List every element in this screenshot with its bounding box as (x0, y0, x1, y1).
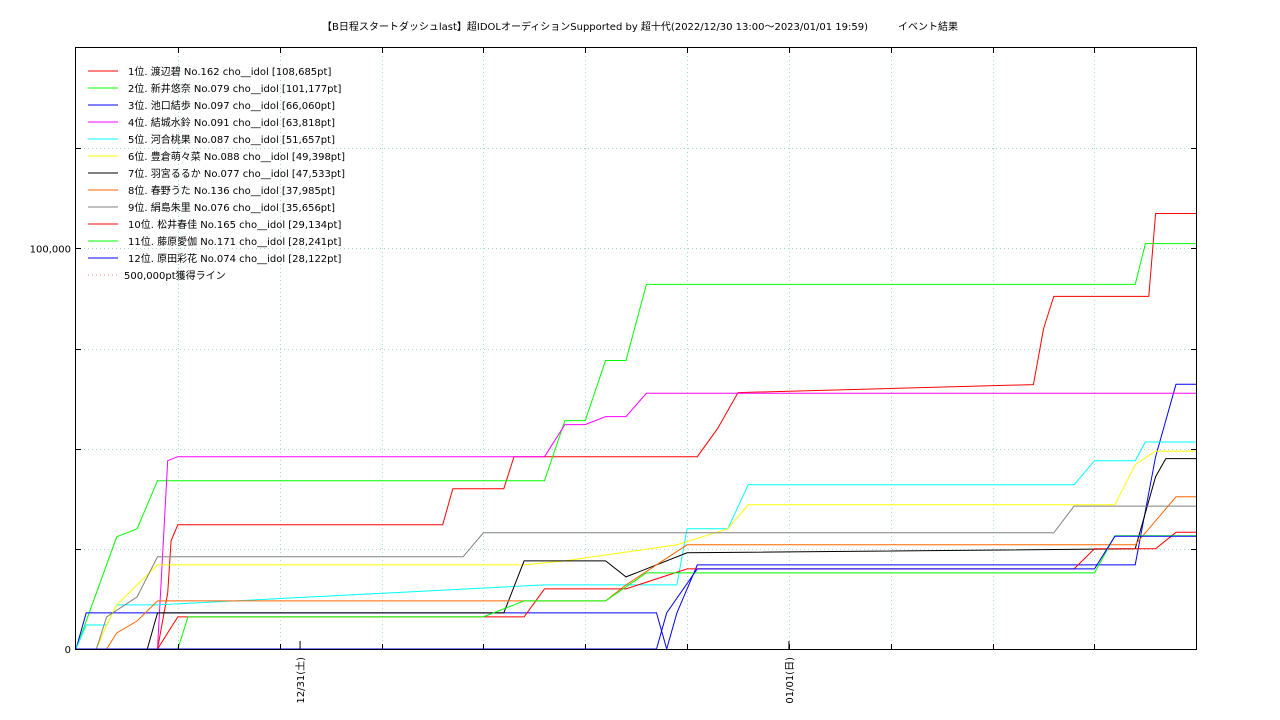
legend-label: 10位. 松井春佳 No.165 cho__idol [29,134pt] (128, 218, 341, 231)
legend-label: 1位. 渡辺碧 No.162 cho__idol [108,685pt] (128, 65, 331, 78)
legend-label: 5位. 河合桃果 No.087 cho__idol [51,657pt] (128, 133, 335, 146)
series-lines (75, 213, 1196, 651)
legend: 1位. 渡辺碧 No.162 cho__idol [108,685pt] 2位. … (88, 65, 345, 282)
series-line-9 (76, 505, 1196, 650)
plot-frame (75, 47, 1197, 650)
x-tick-label: 01/01(日) (785, 657, 796, 704)
legend-label: 12位. 原田彩花 No.074 cho__idol [28,122pt] (128, 252, 341, 265)
x-tick-label: 12/31(土) (294, 657, 307, 704)
series-line-8 (76, 496, 1196, 650)
y-tick-label: 0 (65, 645, 71, 656)
series-line-2 (75, 243, 1196, 650)
series-line-1 (76, 213, 1196, 650)
legend-label: 3位. 池口結歩 No.097 cho__idol [66,060pt] (128, 99, 335, 112)
chart-title: 【B日程スタートダッシュlast】超IDOLオーディションSupported b… (322, 20, 958, 33)
axes: 0 100,000 12/31(土) 01/01(日) (30, 48, 1196, 704)
legend-label: 8位. 春野うた No.136 cho__idol [37,985pt] (128, 184, 335, 197)
series-line-11 (76, 535, 1196, 650)
legend-label: 500,000pt獲得ライン (124, 269, 226, 282)
legend-label: 2位. 新井悠奈 No.079 cho__idol [101,177pt] (128, 82, 341, 95)
y-tick-label: 100,000 (30, 244, 71, 255)
legend-label: 4位. 結城水鈴 No.091 cho__idol [63,818pt] (128, 116, 335, 129)
series-line-10 (76, 531, 1196, 650)
legend-label: 9位. 絹島朱里 No.076 cho__idol [35,656pt] (128, 201, 335, 214)
legend-label: 11位. 藤原愛伽 No.171 cho__idol [28,241pt] (128, 235, 341, 248)
series-line-3 (75, 383, 1196, 651)
series-line-5 (75, 441, 1196, 650)
legend-label: 7位. 羽宮るるか No.077 cho__idol [47,533pt] (128, 167, 345, 180)
series-line-12 (76, 535, 1196, 650)
series-line-7 (76, 458, 1196, 650)
series-line-4 (76, 392, 1196, 650)
legend-label: 6位. 豊倉萌々菜 No.088 cho__idol [49,398pt] (128, 150, 345, 163)
grid (76, 48, 1196, 649)
